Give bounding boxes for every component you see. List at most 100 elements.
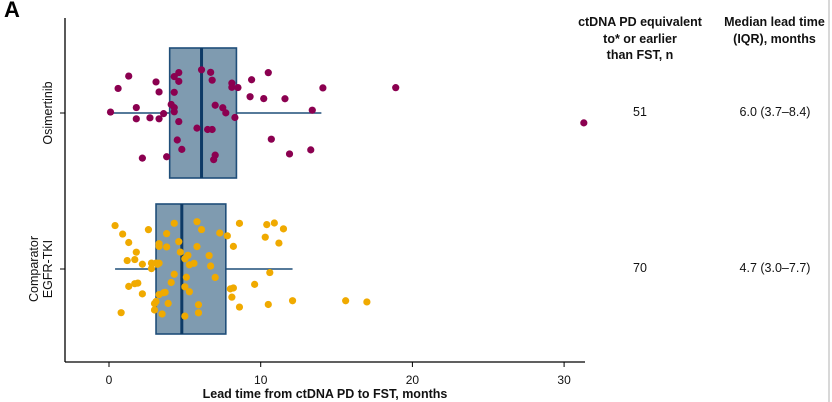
data-point [231,113,239,122]
data-point [308,106,316,114]
data-point [267,135,275,143]
data-point [138,260,146,268]
data-point [132,248,140,256]
panel-label: A [4,0,20,22]
data-point [251,280,259,288]
data-point [204,125,212,134]
data-point [125,238,133,247]
data-point [163,153,171,161]
data-point [167,278,175,287]
data-point [319,84,327,92]
data-point [176,248,184,256]
data-point [219,104,227,112]
data-point [210,156,218,164]
data-point [111,221,119,230]
data-point [228,83,236,91]
data-point [170,219,178,227]
data-point [164,299,172,308]
header-median-lead-time: Median lead time (IQR), months [712,14,832,47]
data-point [264,300,272,309]
data-point [229,242,237,250]
data-point [208,76,216,84]
data-point [234,83,242,92]
data-point [170,270,178,278]
header-ctdna-pd-count: ctDNA PD equivalent to* or earlier than … [570,14,710,64]
data-point [178,145,186,153]
data-point [147,264,156,273]
data-point [155,115,163,123]
data-point [173,136,181,144]
data-point [223,232,231,240]
x-axis-title: Lead time from ctDNA PD to FST, months [203,387,448,401]
right-border [828,0,830,402]
data-point [181,255,189,263]
data-point [125,282,133,290]
data-point [170,88,178,96]
data-point [182,273,190,281]
header-line: to* or earlier [603,31,677,46]
data-point [194,301,203,309]
data-point [207,262,215,270]
data-point [158,310,166,318]
data-point [106,108,115,116]
data-point [123,256,131,265]
data-point [146,114,154,122]
data-point [228,293,236,301]
header-line: Median lead time [724,15,825,29]
data-point [155,259,163,267]
data-point [125,72,133,80]
data-point [197,225,206,234]
data-point [235,219,244,227]
data-point [170,104,178,112]
data-point [193,243,201,251]
x-tick-label: 10 [254,373,268,387]
data-point [264,69,272,77]
header-line: than FST, n [606,48,674,62]
data-point [155,240,163,248]
data-point [275,239,283,247]
data-point [580,119,588,127]
data-point [160,110,168,118]
data-point [216,229,224,237]
data-point [392,84,400,92]
data-point [138,290,146,298]
y-tick-label: ComparatorEGFR-TKI [27,236,55,302]
data-point [205,251,213,260]
data-point [132,115,140,123]
data-point [288,297,297,305]
data-point [163,230,171,238]
data-point [235,303,244,311]
comparator-n: 70 [633,261,647,275]
y-label-line: Comparator [27,236,41,302]
data-point [363,298,371,306]
data-point [144,226,153,234]
data-point [193,218,201,226]
data-point [185,288,194,296]
data-point [181,283,189,291]
data-point [132,103,140,112]
data-point [163,243,171,251]
x-tick-label: 30 [557,373,571,387]
data-point [160,289,168,297]
data-point [119,230,127,238]
data-point [117,309,125,317]
data-point [150,299,159,308]
data-point [211,273,219,281]
y-tick-label: Osimertinib [41,81,55,144]
data-point [260,95,268,103]
data-point [342,297,350,305]
data-point [246,93,254,101]
data-point [131,255,139,264]
x-tick-label: 0 [106,373,113,387]
x-tick-label: 20 [406,373,420,387]
data-point [175,238,183,246]
data-point [307,146,315,154]
data-point [281,95,289,103]
data-point [138,154,146,162]
data-point [181,312,189,320]
header-line: (IQR), months [733,31,816,46]
data-point [152,78,160,86]
data-point [194,309,203,317]
data-point [155,88,163,96]
data-point [170,72,178,81]
